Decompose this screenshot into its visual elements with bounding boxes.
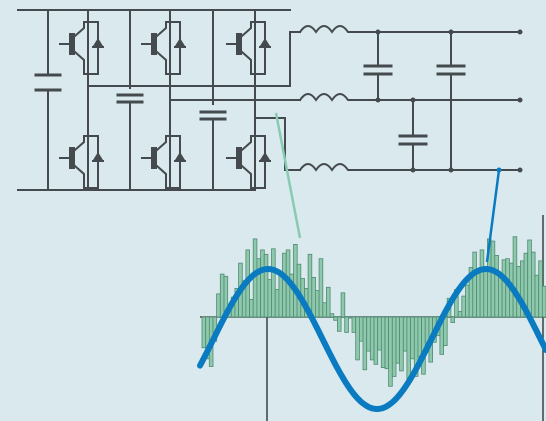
pwm-bar	[494, 254, 499, 318]
sine-leader-line	[485, 169, 501, 263]
igbt-switch-a-lower	[59, 135, 104, 189]
dc-link-capacitor	[34, 9, 62, 191]
pwm-bar	[410, 316, 415, 360]
pwm-bar	[472, 251, 477, 318]
pwm-bar	[311, 276, 316, 318]
pwm-bar	[362, 316, 368, 371]
pwm-bar	[501, 259, 507, 318]
pwm-bar	[512, 236, 518, 318]
pwm-bar	[461, 295, 466, 318]
pwm-bar	[347, 316, 353, 319]
filter-capacitor-ab	[363, 29, 393, 103]
igbt-switch-c-upper	[226, 21, 271, 75]
pwm-bar	[293, 243, 298, 318]
filter-inductor-b	[298, 93, 521, 102]
pwm-voltage-bars	[201, 236, 546, 387]
pwm-bar	[325, 286, 331, 318]
phase-c-midpoint	[254, 117, 301, 171]
igbt-switch-b-upper	[141, 21, 186, 75]
pwm-bar	[399, 316, 404, 372]
pwm-bar	[322, 302, 327, 318]
pwm-bar	[274, 289, 280, 318]
circuit	[17, 9, 523, 191]
filtered-sine-curve	[197, 265, 546, 412]
filter-capacitor-ac	[436, 29, 466, 173]
pwm-bar	[391, 316, 397, 377]
pwm-bar	[402, 316, 408, 352]
pwm-bar	[531, 251, 536, 318]
pwm-bar	[358, 316, 364, 342]
pwm-leader-line	[274, 112, 302, 239]
pwm-bar	[351, 316, 357, 333]
interphase-capacitor-bc	[199, 110, 227, 121]
pwm-bar	[479, 249, 485, 318]
pwm-bar	[380, 316, 386, 368]
pwm-bar	[219, 273, 225, 318]
igbt-switch-a-upper	[59, 21, 104, 75]
pwm-bar	[256, 258, 261, 318]
pwm-bar	[421, 316, 426, 375]
phase-a-midpoint	[87, 31, 291, 87]
pwm-bar	[395, 316, 401, 364]
pwm-bar	[278, 273, 283, 318]
pwm-bar	[450, 316, 455, 323]
pwm-bar	[267, 279, 272, 318]
pwm-bar	[483, 270, 488, 318]
output-terminal-a	[517, 29, 523, 35]
pwm-bar	[443, 316, 448, 347]
pwm-bar	[282, 252, 287, 318]
pwm-bar	[476, 270, 481, 318]
pwm-bar	[340, 292, 346, 318]
pwm-bar	[534, 274, 540, 318]
pwm-bar	[369, 316, 375, 361]
pwm-bar	[201, 316, 207, 349]
pwm-bar	[336, 316, 342, 332]
interphase-capacitor-ab	[116, 93, 144, 104]
pwm-bar	[216, 293, 221, 318]
filter-inductor-a	[298, 25, 521, 34]
sine-leader-dot	[496, 167, 502, 173]
pwm-bar	[333, 316, 338, 321]
pwm-bar	[344, 316, 349, 333]
pwm-bar	[388, 316, 393, 387]
pwm-bar	[538, 260, 543, 318]
pwm-bar	[318, 258, 324, 318]
pwm-bar	[373, 316, 379, 365]
pwm-bar	[377, 316, 382, 351]
waveform-plot	[197, 215, 546, 421]
pwm-bar	[314, 290, 320, 318]
pwm-bar	[329, 313, 335, 318]
pwm-bar	[424, 316, 430, 343]
output-terminal-b	[517, 97, 523, 103]
filter-inductor-c	[298, 163, 521, 172]
pwm-bar	[417, 316, 422, 357]
igbt-switch-c-lower	[226, 135, 271, 189]
pwm-bar	[465, 284, 470, 318]
pwm-bar	[457, 311, 463, 318]
igbt-switch-b-lower	[141, 135, 186, 189]
filter-capacitor-bc	[398, 97, 428, 173]
output-terminal-c	[517, 167, 523, 173]
pwm-bar	[355, 316, 360, 361]
pwm-bar	[406, 316, 411, 383]
pwm-bar	[384, 316, 390, 370]
pwm-bar	[249, 298, 254, 318]
pwm-bar	[263, 253, 269, 318]
pwm-bar	[527, 239, 532, 318]
pwm-bar	[271, 248, 276, 318]
pwm-bar	[541, 285, 546, 318]
pwm-bar	[260, 249, 265, 318]
pwm-bar	[366, 316, 371, 352]
pwm-bar	[490, 240, 496, 318]
